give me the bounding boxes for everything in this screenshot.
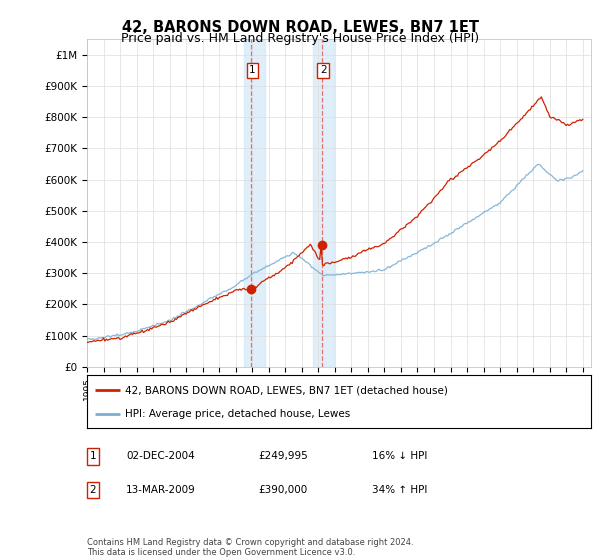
Text: 1: 1	[249, 66, 256, 76]
Text: 42, BARONS DOWN ROAD, LEWES, BN7 1ET (detached house): 42, BARONS DOWN ROAD, LEWES, BN7 1ET (de…	[125, 385, 448, 395]
Text: 02-DEC-2004: 02-DEC-2004	[126, 451, 195, 461]
Text: 1: 1	[89, 451, 97, 461]
Text: Contains HM Land Registry data © Crown copyright and database right 2024.
This d: Contains HM Land Registry data © Crown c…	[87, 538, 413, 557]
Text: 2: 2	[320, 66, 326, 76]
Text: £249,995: £249,995	[258, 451, 308, 461]
Text: HPI: Average price, detached house, Lewes: HPI: Average price, detached house, Lewe…	[125, 408, 350, 418]
Text: 13-MAR-2009: 13-MAR-2009	[126, 485, 196, 495]
Bar	[313, 39, 334, 367]
Text: Price paid vs. HM Land Registry's House Price Index (HPI): Price paid vs. HM Land Registry's House …	[121, 32, 479, 45]
Text: 16% ↓ HPI: 16% ↓ HPI	[372, 451, 427, 461]
Text: 2: 2	[89, 485, 97, 495]
Text: 42, BARONS DOWN ROAD, LEWES, BN7 1ET: 42, BARONS DOWN ROAD, LEWES, BN7 1ET	[121, 20, 479, 35]
Bar	[244, 39, 265, 367]
Text: 34% ↑ HPI: 34% ↑ HPI	[372, 485, 427, 495]
Text: £390,000: £390,000	[258, 485, 307, 495]
